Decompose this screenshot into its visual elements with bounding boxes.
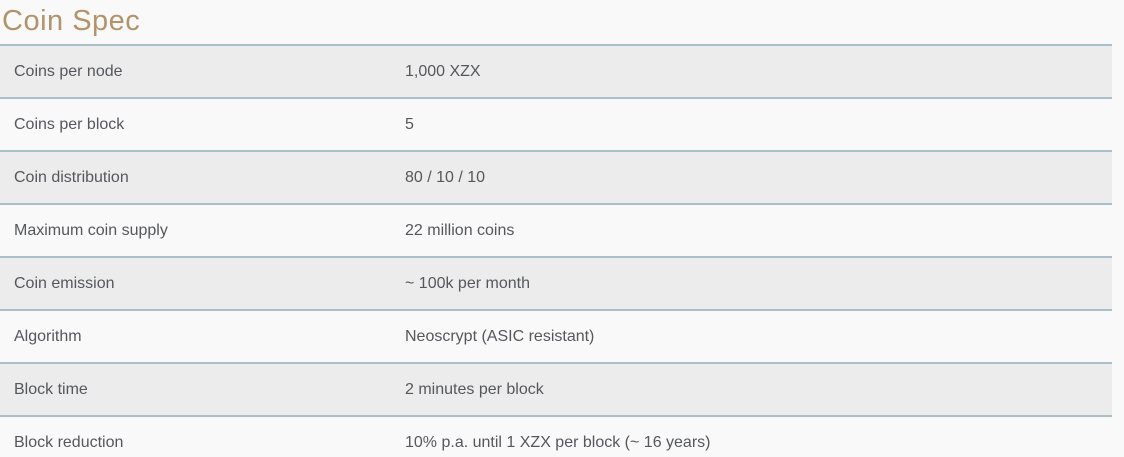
spec-value: 1,000 XZX <box>405 62 481 80</box>
table-row: Coins per block 5 <box>0 97 1112 150</box>
spec-value: 2 minutes per block <box>405 380 544 398</box>
spec-label: Coin distribution <box>14 168 129 186</box>
table-row: Coin distribution 80 / 10 / 10 <box>0 150 1112 203</box>
spec-label: Algorithm <box>14 327 82 345</box>
spec-value: ~ 100k per month <box>405 274 530 292</box>
table-row: Coin emission ~ 100k per month <box>0 256 1112 309</box>
coin-spec-table: Coins per node 1,000 XZX Coins per block… <box>0 44 1112 457</box>
page-title: Coin Spec <box>2 5 141 37</box>
spec-label: Block time <box>14 380 88 398</box>
spec-value: 80 / 10 / 10 <box>405 168 486 186</box>
table-row: Block time 2 minutes per block <box>0 362 1112 415</box>
table-row: Algorithm Neoscrypt (ASIC resistant) <box>0 309 1112 362</box>
spec-value: 10% p.a. until 1 XZX per block (~ 16 yea… <box>405 433 711 451</box>
spec-label: Block reduction <box>14 433 124 451</box>
table-row: Maximum coin supply 22 million coins <box>0 203 1112 256</box>
spec-label: Coins per node <box>14 62 123 80</box>
spec-value: Neoscrypt (ASIC resistant) <box>405 327 595 345</box>
spec-value: 22 million coins <box>405 221 515 239</box>
spec-label: Coin emission <box>14 274 115 292</box>
table-row: Coins per node 1,000 XZX <box>0 44 1112 97</box>
spec-label: Maximum coin supply <box>14 221 168 239</box>
spec-value: 5 <box>405 115 414 133</box>
spec-label: Coins per block <box>14 115 125 133</box>
table-row: Block reduction 10% p.a. until 1 XZX per… <box>0 415 1112 457</box>
